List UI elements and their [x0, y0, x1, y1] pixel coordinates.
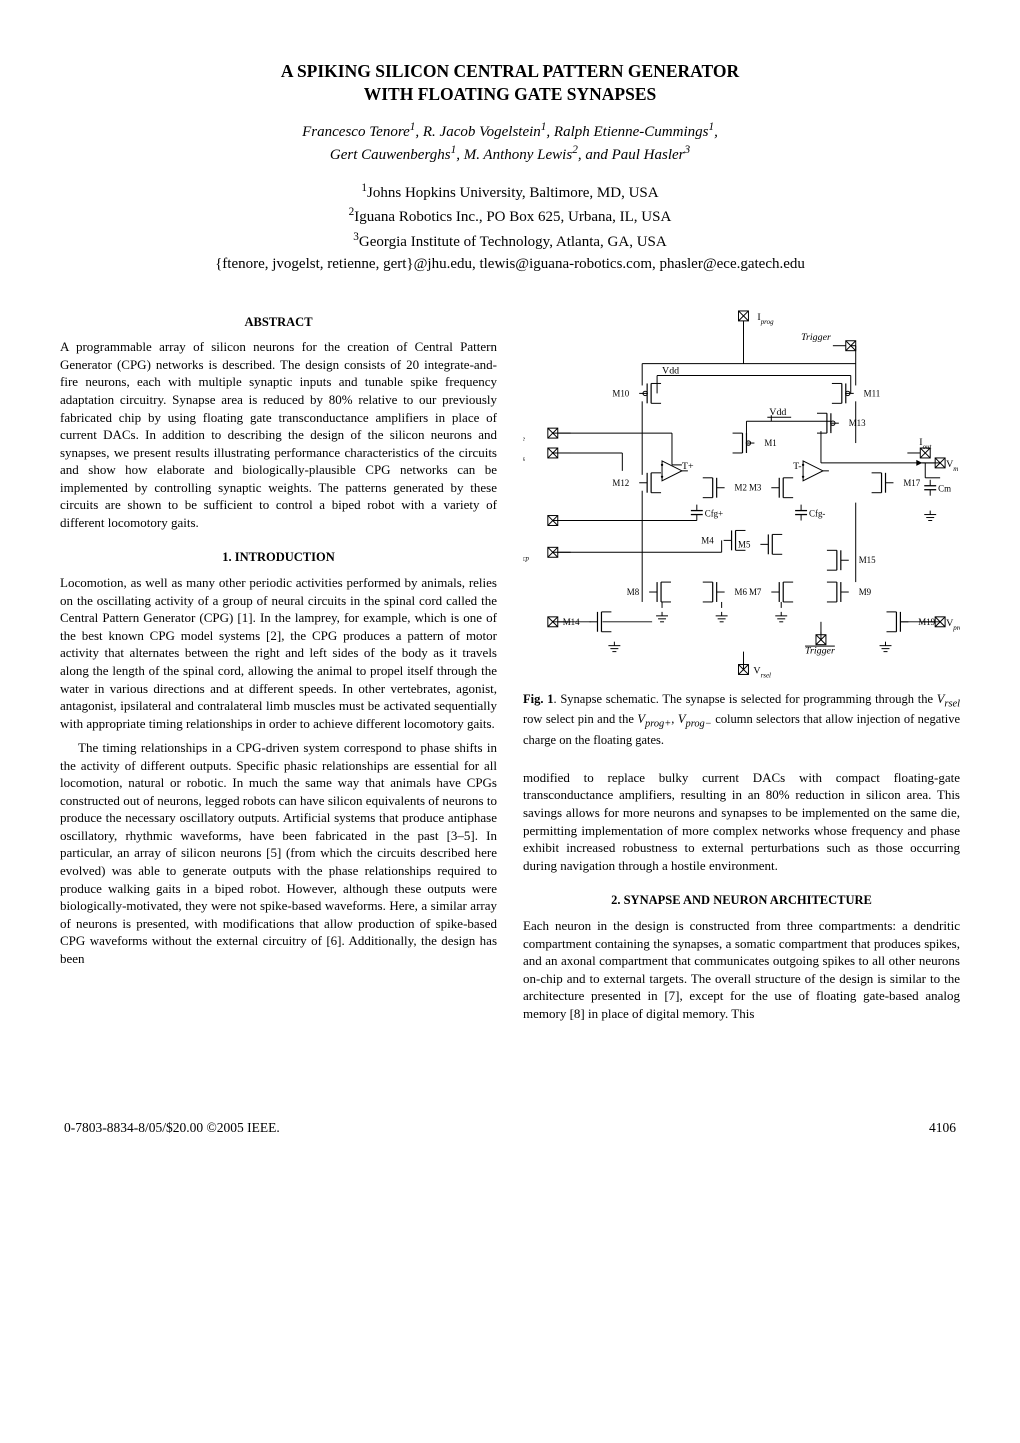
figure-1-caption: Fig. 1. Synapse schematic. The synapse i… [523, 691, 960, 749]
affiliation-1: 1Johns Hopkins University, Baltimore, MD… [361, 185, 658, 201]
svg-text:M12: M12 [612, 477, 629, 487]
body-columns: ABSTRACT A programmable array of silicon… [60, 304, 960, 1030]
intro-p1: Locomotion, as well as many other period… [60, 574, 497, 732]
svg-text:Vdd: Vdd [769, 407, 786, 418]
authors-line1: Francesco Tenore1, R. Jacob Vogelstein1,… [302, 124, 718, 140]
intro-heading: 1. INTRODUCTION [60, 549, 497, 566]
figure-1-label: Fig. 1 [523, 692, 553, 706]
svg-text:M3: M3 [749, 482, 762, 492]
svg-text:M4: M4 [701, 535, 714, 545]
affiliation-3: 3Georgia Institute of Technology, Atlant… [353, 234, 666, 250]
intro-p2: The timing relationships in a CPG-driven… [60, 739, 497, 967]
page-footer: 0-7803-8834-8/05/$20.00 ©2005 IEEE. 4106 [60, 1119, 960, 1137]
svg-text:Cm: Cm [938, 483, 951, 493]
svg-text:M6: M6 [735, 587, 748, 597]
svg-text:Cfg+: Cfg+ [705, 508, 723, 518]
authors: Francesco Tenore1, R. Jacob Vogelstein1,… [60, 120, 960, 166]
title-line2: WITH FLOATING GATE SYNAPSES [364, 84, 657, 104]
svg-text:M8: M8 [627, 587, 640, 597]
authors-line2: Gert Cauwenberghs1, M. Anthony Lewis2, a… [330, 147, 690, 163]
svg-text:M5: M5 [738, 539, 751, 549]
svg-text:Trigger: Trigger [805, 645, 835, 656]
affiliation-emails: {ftenore, jvogelst, retienne, gert}@jhu.… [215, 256, 805, 272]
svg-text:M1: M1 [764, 438, 776, 448]
svg-text:M15: M15 [859, 555, 876, 565]
svg-text:M11: M11 [864, 388, 881, 398]
arch-p1: Each neuron in the design is constructed… [523, 917, 960, 1022]
affiliations: 1Johns Hopkins University, Baltimore, MD… [60, 180, 960, 276]
svg-text:M7: M7 [749, 587, 762, 597]
svg-text:Vdd: Vdd [662, 365, 679, 376]
abstract-body: A programmable array of silicon neurons … [60, 338, 497, 531]
left-column: ABSTRACT A programmable array of silicon… [60, 304, 497, 1030]
figure-1-caption-text: . Synapse schematic. The synapse is sele… [523, 692, 960, 747]
svg-text:M9: M9 [859, 587, 872, 597]
paper-title: A SPIKING SILICON CENTRAL PATTERN GENERA… [60, 60, 960, 106]
right-column: Vdd Vdd M10 M11 M13 M1 M12 M2M3 M17 M4 M5 M15 M8 M6M7… [523, 304, 960, 1030]
affiliation-2: 2Iguana Robotics Inc., PO Box 625, Urban… [349, 209, 672, 225]
svg-text:M2: M2 [735, 482, 747, 492]
abstract-heading: ABSTRACT [60, 314, 497, 331]
title-line1: A SPIKING SILICON CENTRAL PATTERN GENERA… [281, 61, 739, 81]
footer-left: 0-7803-8834-8/05/$20.00 ©2005 IEEE. [64, 1119, 280, 1137]
svg-text:M13: M13 [849, 418, 866, 428]
title-block: A SPIKING SILICON CENTRAL PATTERN GENERA… [60, 60, 960, 276]
figure-1: Vdd Vdd M10 M11 M13 M1 M12 M2M3 M17 M4 M5 M15 M8 M6M7… [523, 304, 960, 681]
svg-text:T+: T+ [682, 460, 694, 471]
figure-1-svg: Vdd Vdd M10 M11 M13 M1 M12 M2M3 M17 M4 M5 M15 M8 M6M7… [523, 304, 960, 681]
svg-text:Cfg-: Cfg- [809, 508, 825, 518]
svg-text:M10: M10 [612, 388, 629, 398]
svg-text:T-: T- [793, 460, 801, 471]
right-p1: modified to replace bulky current DACs w… [523, 769, 960, 874]
svg-text:Trigger: Trigger [801, 331, 831, 342]
svg-text:M17: M17 [903, 477, 920, 487]
footer-right: 4106 [929, 1119, 956, 1137]
arch-heading: 2. SYNAPSE AND NEURON ARCHITECTURE [523, 892, 960, 909]
